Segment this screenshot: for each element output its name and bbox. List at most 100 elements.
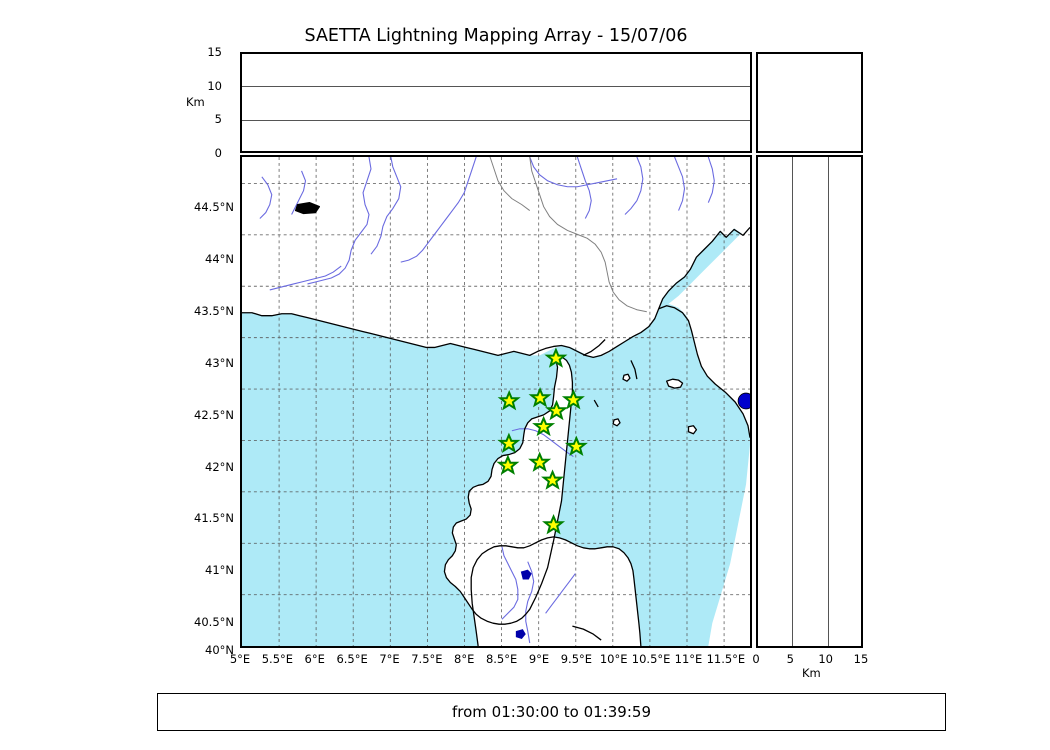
gridline-alt-10 [242, 86, 750, 88]
station-station-2 [497, 390, 521, 411]
tick-lat-42.5: 42.5°N [194, 407, 234, 422]
panel-map[interactable] [240, 155, 752, 648]
tick-lat-43: 43°N [205, 355, 234, 370]
tick-lon-7: 7°E [379, 652, 400, 666]
lake-sardinia-a [520, 569, 532, 580]
river-tributary-b [259, 176, 273, 219]
tick-lon-8: 8°E [454, 652, 475, 666]
axis-label-top-km: Km [186, 95, 205, 109]
station-station-10 [528, 451, 552, 472]
station-station-8 [564, 435, 588, 457]
map-graphic [242, 157, 750, 646]
coast-corsica [443, 356, 574, 625]
lake-sardinia-b [515, 629, 526, 640]
station-station-9 [496, 454, 520, 475]
lake-inland-north [294, 201, 321, 215]
gridline-alt-5 [242, 119, 750, 121]
river-durance [400, 157, 477, 263]
tick-lat-44.5: 44.5°N [194, 200, 234, 215]
station-station-3 [528, 387, 552, 408]
coast-capraia [622, 373, 631, 382]
gridline-km-10 [827, 157, 829, 646]
station-station-6 [532, 415, 556, 437]
tick-lon-10: 10°E [599, 652, 628, 666]
coast-montecristo [612, 418, 621, 427]
tick-lon-6: 6°E [304, 652, 325, 666]
coast-tuscany [658, 305, 750, 438]
river-rhone [307, 157, 372, 285]
tick-right-5: 5 [786, 652, 794, 666]
tick-lon-7.5: 7.5°E [411, 652, 443, 666]
tick-right-15: 15 [853, 652, 869, 666]
tick-lon-6.5: 6.5°E [336, 652, 368, 666]
axis-label-right-km: Km [802, 666, 821, 680]
chart-title: SAETTA Lightning Mapping Array - 15/07/0… [304, 26, 688, 46]
river-sardinia-b [525, 561, 535, 644]
coast-sardinia [470, 536, 642, 646]
river-sardinia-c [545, 573, 576, 614]
river-po [529, 157, 618, 188]
coast-mediterranean-north [242, 226, 750, 359]
station-markers-group [496, 347, 588, 535]
tick-lon-10.5: 10.5°E [631, 652, 671, 666]
station-star [544, 347, 568, 368]
river-sardinia-tirso [501, 546, 519, 620]
tick-lon-11.5: 11.5°E [706, 652, 746, 666]
panel-corner-empty[interactable] [756, 52, 863, 153]
land-sardinia [471, 536, 641, 646]
land-continental-europe [242, 157, 750, 358]
tick-lat-44: 44°N [205, 252, 234, 267]
borders-group [489, 157, 647, 313]
river-saone [370, 157, 402, 255]
coast-giglio [687, 425, 698, 435]
coast-island-line-d [572, 625, 602, 641]
tick-right-0: 0 [752, 652, 760, 666]
station-station-12 [542, 513, 566, 535]
tick-top-15: 15 [207, 45, 222, 59]
gridline-km-5 [792, 157, 794, 646]
tick-lon-11: 11°E [674, 652, 703, 666]
tick-top-0: 0 [214, 145, 222, 160]
land-elba [666, 379, 683, 389]
station-station-5 [545, 399, 569, 421]
rivers-group [259, 157, 715, 644]
tick-lat-42: 42°N [205, 459, 234, 474]
river-corsica-golo [511, 428, 574, 458]
coast-island-line-b [630, 360, 638, 380]
lightning-source-marker [737, 392, 750, 410]
river-tributary-d [624, 157, 644, 215]
coast-elba [666, 378, 684, 389]
land-tuscan-coast-fill [658, 226, 750, 437]
tick-lat-43.5: 43.5°N [194, 304, 234, 319]
tick-lon-9.5: 9.5°E [560, 652, 593, 666]
station-station-7 [497, 432, 521, 454]
tick-lat-41: 41°N [205, 563, 234, 578]
border-france-italy [529, 157, 647, 313]
station-station-4 [561, 389, 585, 410]
tick-lat-40.5: 40.5°N [194, 615, 234, 630]
time-range-text: from 01:30:00 to 01:39:59 [451, 703, 651, 721]
river-tributary-c [576, 157, 592, 219]
coastlines-group [242, 201, 750, 646]
land-italian-peninsula [708, 226, 750, 646]
coast-island-line-a [583, 339, 606, 356]
landmass-group [242, 157, 750, 646]
tick-top-10: 10 [207, 78, 222, 93]
panel-altitude-vs-longitude[interactable] [240, 52, 752, 153]
panel-altitude-vs-latitude[interactable] [756, 155, 863, 648]
river-tributary-a [291, 170, 307, 215]
tick-top-5: 5 [214, 112, 222, 126]
tick-lat-41.5: 41.5°N [194, 511, 234, 526]
tick-lon-5: 5°E [229, 652, 251, 666]
tick-lon-8.5: 8.5°E [485, 652, 518, 666]
river-tributary-g [269, 265, 342, 291]
time-range-statusbar[interactable]: from 01:30:00 to 01:39:59 [157, 693, 946, 731]
tick-lon-5.5: 5.5°E [261, 652, 294, 666]
river-tributary-f [707, 157, 715, 203]
tick-right-10: 10 [818, 652, 833, 666]
map-gridlines [242, 157, 750, 646]
border-alpine-north [489, 157, 531, 211]
tick-lon-9: 9°E [528, 652, 550, 666]
station-station-11 [541, 469, 565, 490]
